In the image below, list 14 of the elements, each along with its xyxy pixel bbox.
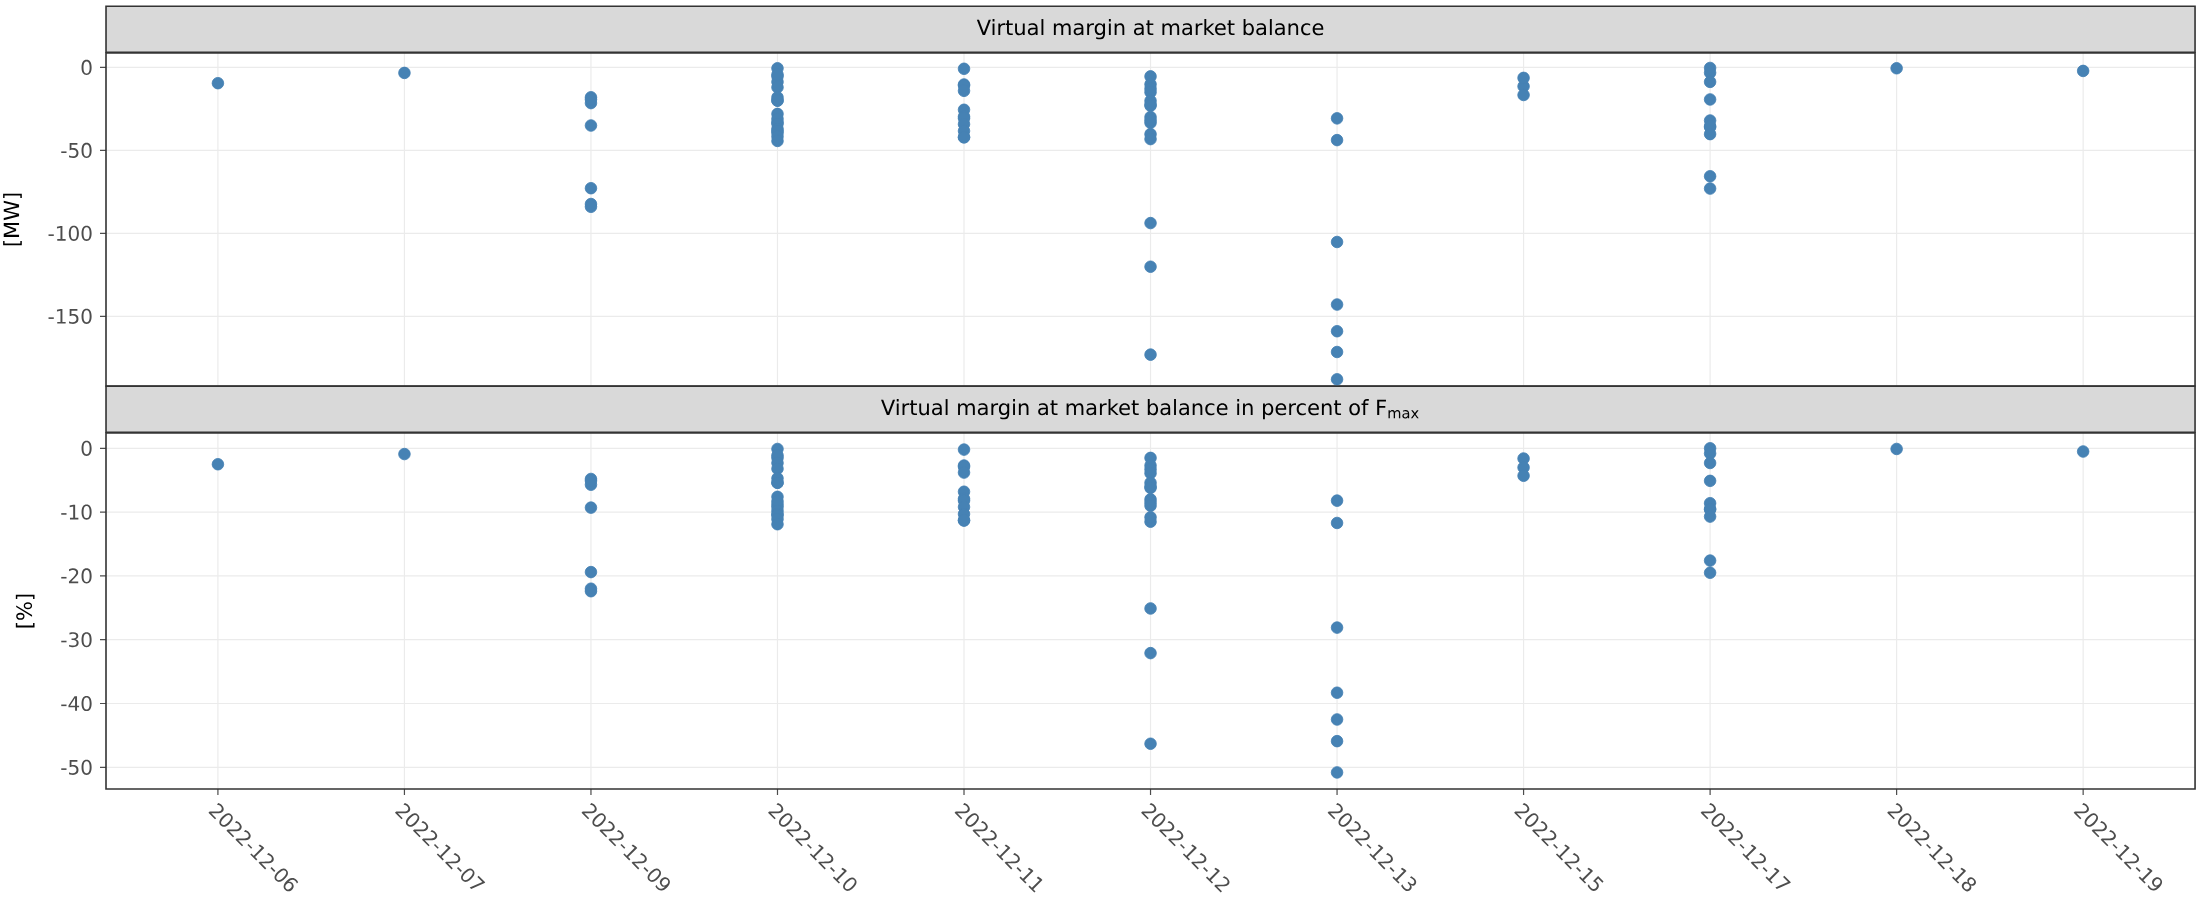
y-tick-label: -50 xyxy=(61,142,92,158)
y-tick-label: -30 xyxy=(61,632,92,648)
y-tick-label: -150 xyxy=(48,308,92,324)
y-tick-label: -10 xyxy=(61,504,92,520)
y-tick-label: 0 xyxy=(81,440,92,456)
y-tick-label: 0 xyxy=(81,59,92,75)
y-tick-label: -50 xyxy=(61,759,92,775)
y-tick-label: -40 xyxy=(61,695,92,712)
y-tick-label: -20 xyxy=(61,568,92,584)
y-axis-title: [MW] xyxy=(3,193,22,246)
chart-title: Virtual margin at market balance in percent of F$_{max}$ xyxy=(881,399,1419,420)
y-axis-title: [%] xyxy=(15,594,35,628)
y-tick-label: -100 xyxy=(48,225,92,241)
chart-title: Virtual margin at market balance xyxy=(976,19,1324,40)
